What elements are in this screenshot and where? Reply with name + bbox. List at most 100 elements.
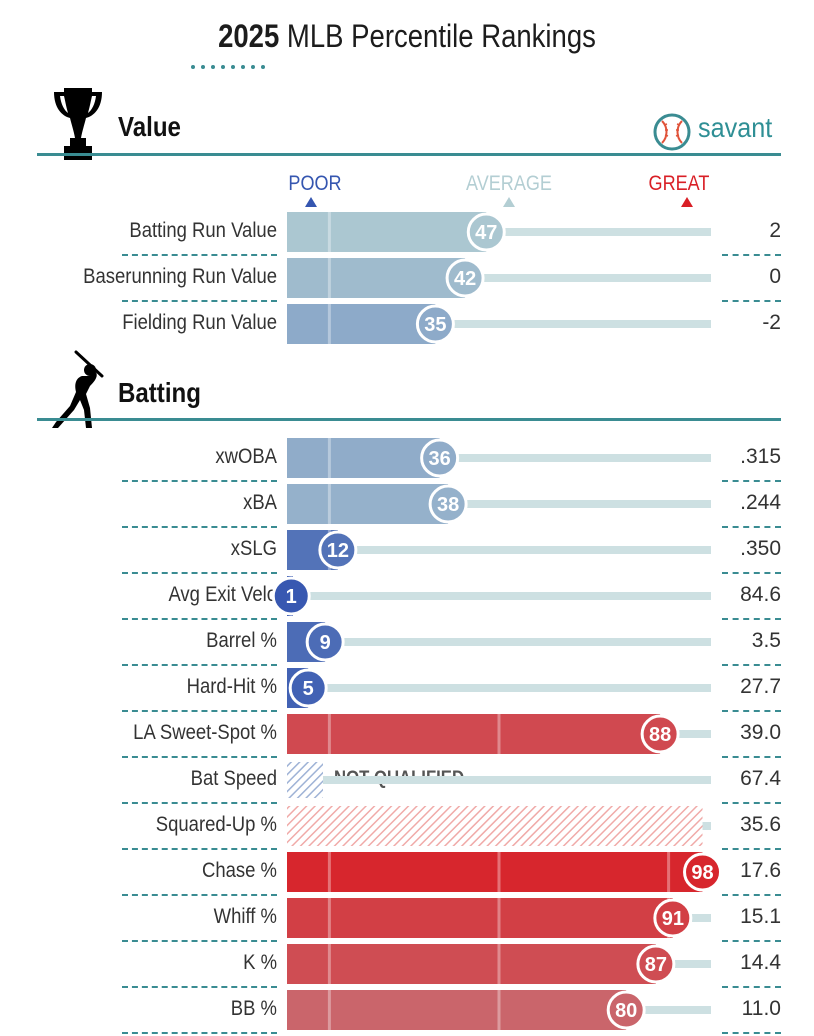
percentile-dot-baserunning-run-value[interactable]	[445, 258, 485, 298]
row-divider	[122, 572, 277, 574]
reference-line	[497, 990, 501, 1030]
reference-line	[327, 944, 331, 984]
track-xba	[287, 500, 711, 508]
row-divider	[722, 618, 781, 620]
row-divider	[122, 848, 277, 850]
percentile-dot-batting-run-value[interactable]	[466, 212, 506, 252]
row-divider	[122, 940, 277, 942]
bar-batting-run-value	[287, 212, 487, 252]
metric-value-barrel-pct: 3.5	[751, 629, 781, 652]
bar-chase-pct	[287, 852, 703, 892]
track-hard-hit-pct	[287, 684, 711, 692]
percentile-label-xslg: 12	[327, 540, 349, 562]
reference-line	[667, 852, 671, 892]
percentile-dot-chase-pct[interactable]	[683, 852, 723, 892]
row-divider	[122, 480, 277, 482]
percentile-dot-fielding-run-value[interactable]	[415, 304, 455, 344]
percentile-label-baserunning-run-value: 42	[454, 268, 476, 290]
track-bat-speed	[287, 776, 711, 784]
metric-value-la-sweet-spot-pct: 39.0	[740, 721, 781, 744]
percentile-dot-avg-exit-velo[interactable]	[271, 576, 311, 616]
row-divider	[122, 526, 277, 528]
bar-fielding-run-value	[287, 304, 436, 344]
percentile-dot-barrel-pct[interactable]	[305, 622, 345, 662]
section-title-value: Value	[118, 111, 181, 142]
metric-label-hard-hit-pct: Hard-Hit %	[186, 675, 277, 698]
great-marker	[681, 197, 693, 207]
reference-line	[497, 852, 501, 892]
metric-value-whiff-pct: 15.1	[740, 905, 781, 928]
section-title-batting: Batting	[118, 377, 201, 408]
metric-value-xslg: .350	[740, 537, 781, 560]
track-barrel-pct	[287, 638, 711, 646]
reference-line	[327, 898, 331, 938]
metric-value-chase-pct: 17.6	[740, 859, 781, 882]
percentile-label-batting-run-value: 47	[475, 222, 497, 244]
row-divider	[722, 480, 781, 482]
metric-label-squared-up-pct: Squared-Up %	[155, 813, 277, 836]
row-divider	[722, 986, 781, 988]
row-divider	[722, 848, 781, 850]
track-xslg	[287, 546, 711, 554]
percentile-dot-k-pct[interactable]	[636, 944, 676, 984]
percentile-dot-la-sweet-spot-pct[interactable]	[640, 714, 680, 754]
bar-xba	[287, 484, 449, 524]
percentile-dot-xba[interactable]	[428, 484, 468, 524]
percentile-dot-whiff-pct[interactable]	[653, 898, 693, 938]
title-underline-dots	[191, 65, 265, 69]
track-fielding-run-value	[287, 320, 711, 328]
bar-xwoba	[287, 438, 440, 478]
reference-line	[327, 852, 331, 892]
reference-line	[327, 304, 331, 344]
metric-label-batting-run-value: Batting Run Value	[129, 219, 277, 242]
metric-label-chase-pct: Chase %	[202, 859, 277, 882]
percentile-dot-bb-pct[interactable]	[606, 990, 646, 1030]
not-qualified-swatch	[287, 762, 323, 798]
percentile-label-avg-exit-velo: 1	[286, 586, 297, 608]
baseball-icon	[653, 113, 691, 151]
metric-value-baserunning-run-value: 0	[769, 265, 781, 288]
axis-label-poor: POOR	[288, 172, 342, 195]
row-divider	[122, 986, 277, 988]
row-divider	[122, 664, 277, 666]
bar-whiff-pct	[287, 898, 673, 938]
bar-baserunning-run-value	[287, 258, 466, 298]
row-divider	[122, 618, 277, 620]
track-baserunning-run-value	[287, 274, 711, 282]
row-divider	[722, 710, 781, 712]
row-divider	[722, 802, 781, 804]
section-rule-batting	[37, 418, 781, 421]
row-divider	[722, 1032, 781, 1034]
reference-line	[497, 898, 501, 938]
percentile-dot-xslg[interactable]	[318, 530, 358, 570]
metric-label-la-sweet-spot-pct: LA Sweet-Spot %	[133, 721, 277, 744]
metric-label-barrel-pct: Barrel %	[206, 629, 277, 652]
bar-bb-pct	[287, 990, 627, 1030]
brand-name[interactable]: savant	[698, 112, 773, 143]
metric-label-whiff-pct: Whiff %	[213, 905, 277, 928]
row-divider	[122, 710, 277, 712]
percentile-label-whiff-pct: 91	[662, 908, 684, 930]
metric-value-k-pct: 14.4	[740, 951, 781, 974]
percentile-label-fielding-run-value: 35	[424, 314, 446, 336]
axis-label-great: GREAT	[648, 172, 710, 195]
percentile-dot-hard-hit-pct[interactable]	[288, 668, 328, 708]
batter-icon	[52, 350, 104, 428]
metric-value-bb-pct: 11.0	[741, 997, 781, 1020]
metric-value-avg-exit-velo: 84.6	[740, 583, 781, 606]
percentile-dot-xwoba[interactable]	[420, 438, 460, 478]
row-divider	[122, 894, 277, 896]
metric-label-baserunning-run-value: Baserunning Run Value	[83, 265, 277, 288]
bar-la-sweet-spot-pct	[287, 714, 661, 754]
metric-value-squared-up-pct: 35.6	[740, 813, 781, 836]
row-divider	[722, 254, 781, 256]
metric-label-fielding-run-value: Fielding Run Value	[122, 311, 277, 334]
track-xwoba	[287, 454, 711, 462]
axis-label-average: AVERAGE	[466, 172, 552, 195]
row-divider	[122, 1032, 277, 1034]
reference-line	[497, 944, 501, 984]
row-divider	[722, 940, 781, 942]
trophy-icon	[54, 88, 102, 160]
row-divider	[722, 756, 781, 758]
